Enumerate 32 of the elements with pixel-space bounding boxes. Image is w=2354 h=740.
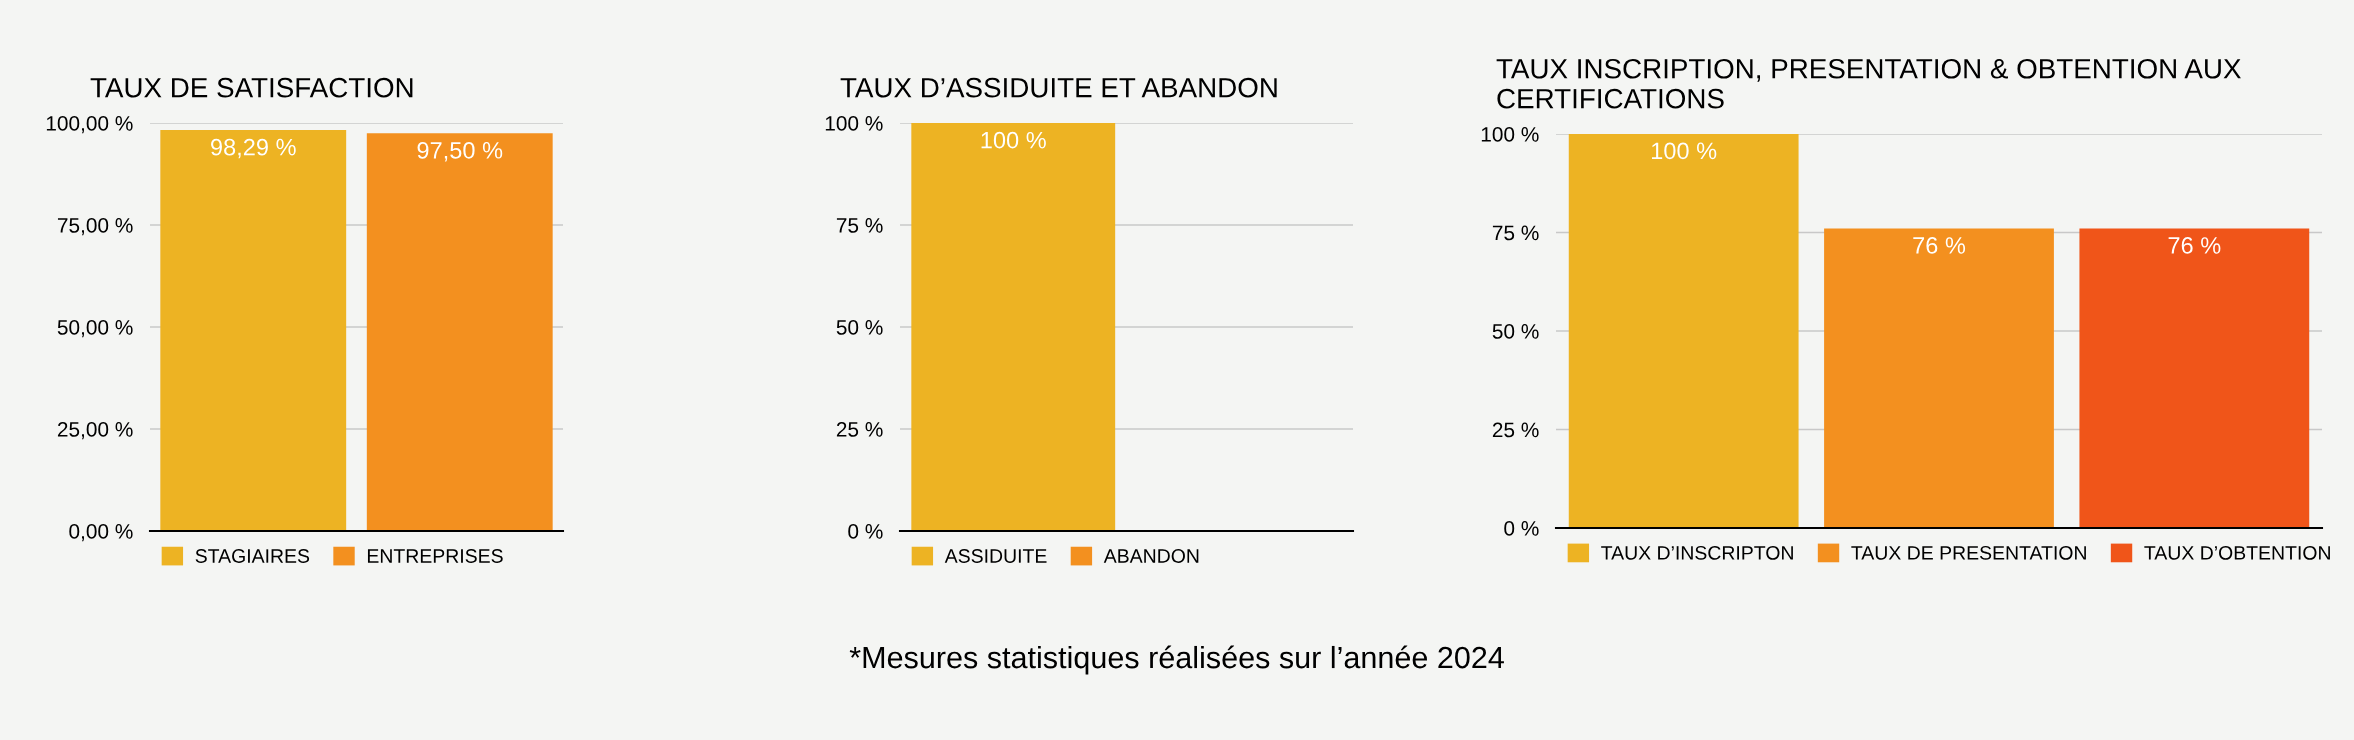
chart-title: TAUX DE SATISFACTION: [90, 77, 413, 98]
y-tick-label: 75,00 %: [57, 218, 133, 236]
legend-label: ABANDON: [1103, 549, 1199, 563]
y-tick-label: 0 %: [1504, 521, 1539, 536]
y-tick-label: 75 %: [1492, 225, 1539, 241]
y-tick-label: 100 %: [825, 116, 883, 131]
y-tick-label: 25 %: [836, 422, 883, 437]
legend-label: TAUX D’INSCRIPTON: [1601, 545, 1793, 560]
legend-label: TAUX DE PRESENTATION: [1851, 545, 2086, 560]
y-tick-label: 75 %: [836, 218, 883, 233]
legend-label: STAGIAIRES: [195, 549, 310, 563]
chart-title: TAUX D’ASSIDUITE ET ABANDON: [840, 77, 1277, 98]
legend-label: TAUX D’OBTENTION: [2144, 545, 2330, 560]
text: *Mesures statistiques réalisées sur l’année 2024: [849, 645, 1504, 675]
data-label: 76 %: [1913, 237, 1966, 254]
data-label: 76 %: [2168, 237, 2221, 254]
y-tick-label: 25 %: [1492, 422, 1539, 438]
y-tick-label: 0 %: [848, 524, 883, 539]
y-tick-label: 0,00 %: [69, 524, 133, 542]
y-tick-label: 100,00 %: [46, 116, 133, 134]
y-tick-label: 100 %: [1481, 127, 1539, 142]
y-tick-label: 25,00 %: [57, 422, 133, 440]
chart-title: TAUX INSCRIPTION, PRESENTATION & OBTENTION AUX CERTIFICATIONS: [1496, 58, 2241, 109]
y-tick-label: 50 %: [1492, 324, 1539, 339]
data-label: 100 %: [1651, 142, 1717, 160]
y-tick-label: 50,00 %: [57, 320, 133, 338]
legend-label: ASSIDUITE: [944, 549, 1047, 563]
legend-label: ENTREPRISES: [367, 549, 503, 563]
data-label: 98,29 %: [211, 138, 296, 159]
y-tick-label: 50 %: [836, 320, 883, 335]
data-label: 97,50 %: [417, 141, 503, 162]
data-label: 100 %: [981, 131, 1046, 149]
